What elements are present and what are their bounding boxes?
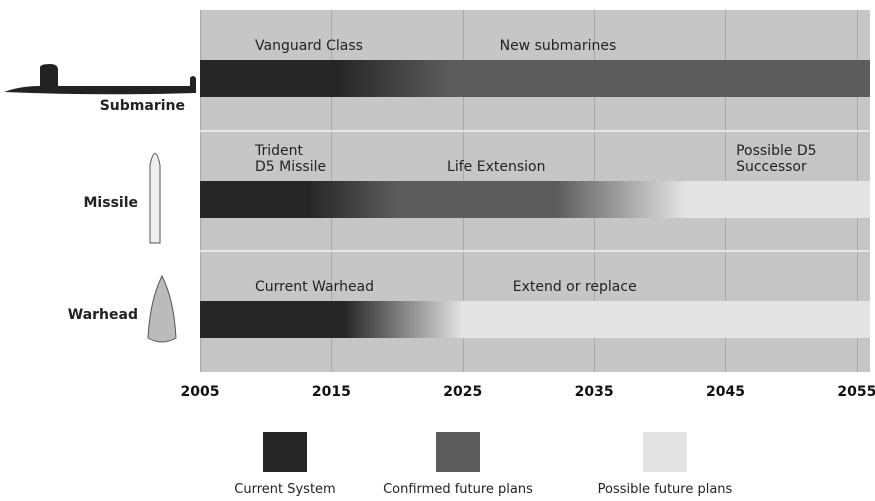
legend-label: Possible future plans: [565, 482, 765, 497]
phase-bar: [463, 301, 870, 338]
icons: [0, 0, 200, 360]
phase-label: Vanguard Class: [255, 38, 363, 54]
x-tick-label: 2025: [433, 384, 493, 400]
phase-bar: [450, 60, 870, 97]
x-tick-label: 2015: [301, 384, 361, 400]
phase-label: Possible D5 Successor: [736, 143, 875, 175]
phase-bar: [686, 181, 870, 218]
timeline-chart: 2005 2015 2025 2035 2045 2055 Submarine Vanguar…: [0, 0, 875, 501]
x-tick-label: 2045: [695, 384, 755, 400]
phase-label: Life Extension: [447, 159, 545, 175]
phase-label: Extend or replace: [513, 279, 637, 295]
x-tick-label: 2055: [827, 384, 875, 400]
x-tick-label: 2005: [170, 384, 230, 400]
phase-label: Current Warhead: [255, 279, 374, 295]
row-separator: [200, 250, 870, 252]
row-label: Submarine: [55, 98, 185, 114]
phase-bar: [397, 181, 686, 218]
legend-label: Current System: [185, 482, 385, 497]
warhead-icon: [148, 276, 176, 342]
phase-label: Trident D5 Missile: [255, 143, 326, 175]
phase-bar: [200, 301, 463, 338]
row-label: Warhead: [8, 307, 138, 323]
missile-icon: [150, 154, 160, 244]
phase-label: New submarines: [500, 38, 617, 54]
x-tick-label: 2035: [564, 384, 624, 400]
phase-bar: [200, 181, 397, 218]
legend-label: Confirmed future plans: [358, 482, 558, 497]
phase-bar: [200, 60, 450, 97]
row-label: Missile: [8, 195, 138, 211]
legend-swatch: [643, 432, 687, 472]
legend-swatch: [263, 432, 307, 472]
row-separator: [200, 130, 870, 132]
legend-swatch: [436, 432, 480, 472]
submarine-icon: [4, 64, 196, 94]
